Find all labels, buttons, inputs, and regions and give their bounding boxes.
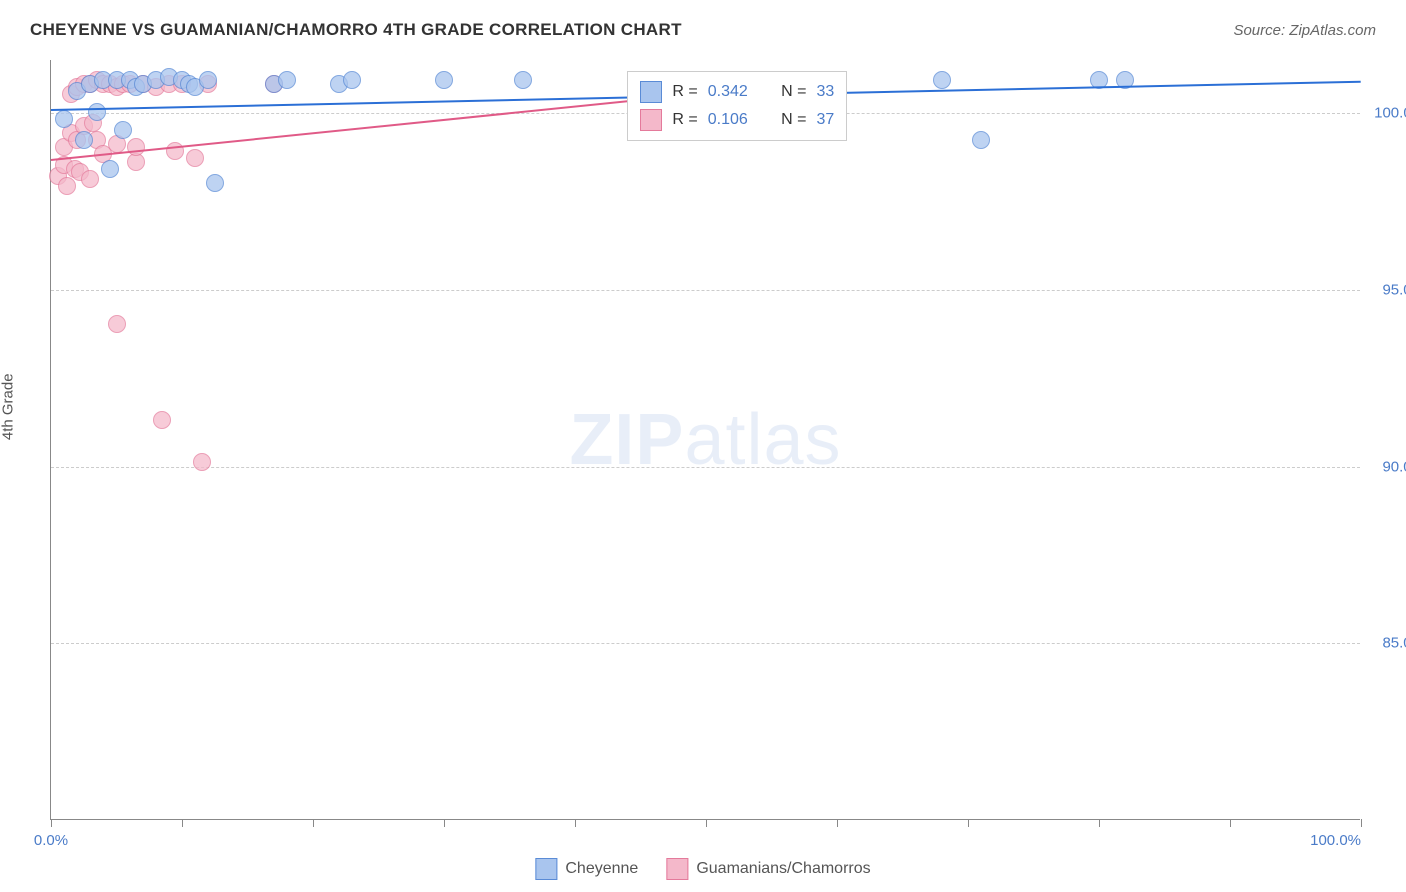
x-tick xyxy=(1230,819,1231,827)
data-point xyxy=(972,131,990,149)
y-tick-label: 95.0% xyxy=(1382,281,1406,298)
x-tick xyxy=(575,819,576,827)
data-point xyxy=(55,110,73,128)
legend-row: R = 0.342 N = 33 xyxy=(640,78,834,106)
legend-row: R = 0.106 N = 37 xyxy=(640,106,834,134)
data-point xyxy=(186,149,204,167)
legend-item: Guamanians/Chamorros xyxy=(666,858,870,880)
data-point xyxy=(58,177,76,195)
x-tick xyxy=(444,819,445,827)
data-point xyxy=(933,71,951,89)
legend-label: Guamanians/Chamorros xyxy=(696,860,870,878)
y-tick-label: 85.0% xyxy=(1382,635,1406,652)
correlation-legend: R = 0.342 N = 33R = 0.106 N = 37 xyxy=(627,71,847,141)
data-point xyxy=(75,131,93,149)
data-point xyxy=(435,71,453,89)
legend-swatch xyxy=(640,109,662,131)
data-point xyxy=(101,160,119,178)
chart-container: 4th Grade ZIPatlas 85.0%90.0%95.0%100.0%… xyxy=(0,50,1406,880)
x-tick xyxy=(706,819,707,827)
chart-title: CHEYENNE VS GUAMANIAN/CHAMORRO 4TH GRADE… xyxy=(30,20,682,40)
legend-item: Cheyenne xyxy=(535,858,638,880)
x-tick xyxy=(51,819,52,827)
legend-swatch xyxy=(640,81,662,103)
data-point xyxy=(127,138,145,156)
data-point xyxy=(199,71,217,89)
data-point xyxy=(278,71,296,89)
watermark: ZIPatlas xyxy=(569,399,841,481)
x-tick-label: 100.0% xyxy=(1310,832,1361,849)
data-point xyxy=(88,103,106,121)
legend-swatch xyxy=(535,858,557,880)
x-tick xyxy=(1099,819,1100,827)
data-point xyxy=(343,71,361,89)
data-point xyxy=(81,170,99,188)
legend-label: Cheyenne xyxy=(565,860,638,878)
x-tick-label: 0.0% xyxy=(34,832,68,849)
x-tick xyxy=(313,819,314,827)
x-tick xyxy=(1361,819,1362,827)
data-point xyxy=(108,315,126,333)
data-point xyxy=(514,71,532,89)
x-tick xyxy=(968,819,969,827)
gridline xyxy=(51,643,1360,644)
legend-swatch xyxy=(666,858,688,880)
y-tick-label: 100.0% xyxy=(1374,105,1406,122)
data-point xyxy=(153,411,171,429)
bottom-legend: Cheyenne Guamanians/Chamorros xyxy=(535,858,870,880)
y-axis-label: 4th Grade xyxy=(0,373,17,440)
x-tick xyxy=(837,819,838,827)
plot-area: ZIPatlas 85.0%90.0%95.0%100.0%0.0%100.0%… xyxy=(50,60,1360,820)
gridline xyxy=(51,290,1360,291)
data-point xyxy=(193,453,211,471)
data-point xyxy=(206,174,224,192)
x-tick xyxy=(182,819,183,827)
y-tick-label: 90.0% xyxy=(1382,458,1406,475)
gridline xyxy=(51,467,1360,468)
data-point xyxy=(114,121,132,139)
source-label: Source: ZipAtlas.com xyxy=(1233,22,1376,39)
